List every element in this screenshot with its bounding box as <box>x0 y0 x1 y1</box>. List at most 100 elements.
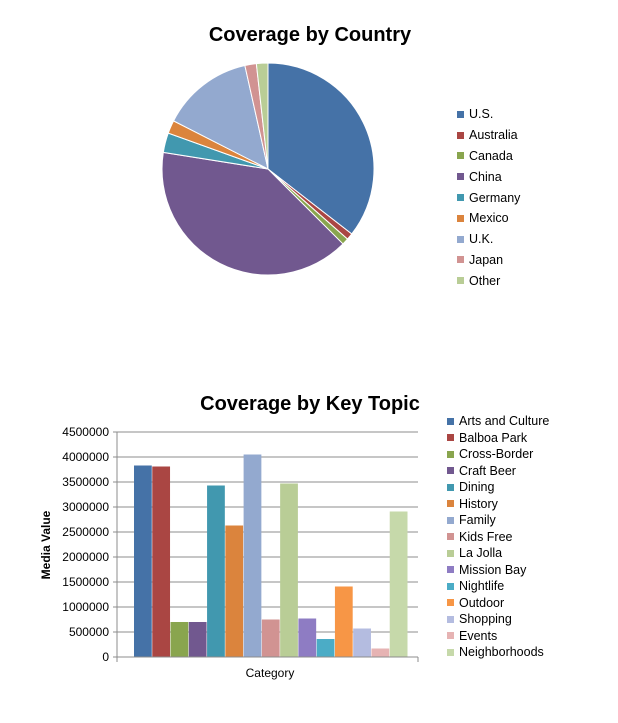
legend-label: History <box>459 496 498 511</box>
legend-swatch <box>447 632 454 640</box>
bar-mission-bay <box>298 618 317 657</box>
bar-family <box>243 454 262 657</box>
y-axis-title: Media Value <box>39 510 53 579</box>
bar-events <box>371 648 390 657</box>
legend-label: Nightlife <box>459 579 505 594</box>
bar-nightlife <box>316 639 335 657</box>
legend-swatch <box>457 277 464 285</box>
bar-legend-item: Arts and Culture <box>447 413 549 430</box>
bar-legend-item: Neighborhoods <box>447 644 549 661</box>
y-tick-label: 4500000 <box>62 425 109 439</box>
pie-legend-item: Japan <box>457 250 520 271</box>
bar-legend-item: Cross-Border <box>447 446 549 463</box>
bar-chart-title: Coverage by Key Topic <box>200 393 420 415</box>
legend-label: China <box>469 169 502 184</box>
legend-label: U.S. <box>469 107 494 122</box>
y-tick-label: 1000000 <box>62 600 109 614</box>
bar-legend-item: Outdoor <box>447 595 549 612</box>
bar-outdoor <box>334 586 353 657</box>
bar-legend-item: Mission Bay <box>447 562 549 579</box>
bar-legend-item: Craft Beer <box>447 463 549 480</box>
pie-slice-u-k <box>172 64 269 170</box>
legend-swatch <box>457 152 464 160</box>
pie-legend-item: Australia <box>457 125 520 146</box>
legend-swatch <box>447 648 454 656</box>
legend-swatch <box>447 434 454 442</box>
legend-swatch <box>457 194 464 202</box>
bar-cross-border <box>170 622 189 657</box>
bar-legend-item: Dining <box>447 479 549 496</box>
pie-legend-item: Mexico <box>457 208 520 229</box>
pie-legend-item: Canada <box>457 146 520 167</box>
legend-label: Australia <box>469 128 518 143</box>
pie-legend-item: U.K. <box>457 229 520 250</box>
bar-legend-item: Family <box>447 512 549 529</box>
bar-legend-item: La Jolla <box>447 545 549 562</box>
legend-label: Germany <box>469 190 521 205</box>
y-tick-label: 3500000 <box>62 475 109 489</box>
pie-legend-item: China <box>457 166 520 187</box>
pie-chart <box>161 62 375 276</box>
bar-legend-item: Balboa Park <box>447 430 549 447</box>
legend-label: Dining <box>459 480 495 495</box>
pie-slice-other <box>255 62 269 170</box>
bar-arts-and-culture <box>134 465 152 657</box>
legend-label: U.K. <box>469 232 494 247</box>
bar-legend-item: History <box>447 496 549 513</box>
y-tick-label: 500000 <box>69 625 109 639</box>
legend-swatch <box>447 533 454 541</box>
legend-label: Balboa Park <box>459 430 528 445</box>
bar-la-jolla <box>280 483 298 657</box>
legend-label: Shopping <box>459 612 512 627</box>
bar-chart: 0 500000 1000000 1500000 2000000 2500000 30000… <box>39 425 419 680</box>
legend-swatch <box>447 500 454 508</box>
y-tick-label: 4000000 <box>62 450 109 464</box>
y-tick-label: 2000000 <box>62 550 109 564</box>
pie-slice-china <box>161 151 344 276</box>
legend-label: Cross-Border <box>459 447 534 462</box>
legend-swatch <box>457 235 464 243</box>
x-axis-title: Category <box>246 666 295 680</box>
pie-chart-title: Coverage by Country <box>208 24 412 46</box>
y-tick-label: 0 <box>102 650 109 664</box>
legend-label: Japan <box>469 252 504 267</box>
legend-swatch <box>447 417 454 425</box>
legend-label: Mission Bay <box>459 562 527 577</box>
legend-label: La Jolla <box>459 546 503 561</box>
legend-swatch <box>457 256 464 264</box>
bar-axes: 0 500000 1000000 1500000 2000000 2500000 30000… <box>62 425 419 664</box>
legend-swatch <box>447 483 454 491</box>
pie-legend: U.S. Australia Canada China Germany Mexico U.K… <box>457 104 520 291</box>
bar-balboa-park <box>152 466 171 657</box>
bar-neighborhoods <box>389 511 408 657</box>
y-tick-label: 1500000 <box>62 575 109 589</box>
legend-swatch <box>447 582 454 590</box>
pie-legend-item: U.S. <box>457 104 520 125</box>
bar-legend-item: Nightlife <box>447 578 549 595</box>
y-tick-label: 3000000 <box>62 500 109 514</box>
bar-craft-beer <box>188 622 207 657</box>
y-tick-label: 2500000 <box>62 525 109 539</box>
legend-label: Family <box>459 513 496 528</box>
pie-slice-u-s <box>267 62 375 235</box>
legend-swatch <box>457 131 464 139</box>
legend-swatch <box>447 516 454 524</box>
legend-swatch <box>447 549 454 557</box>
legend-label: Mexico <box>469 211 509 226</box>
legend-swatch <box>457 173 464 181</box>
legend-label: Other <box>469 273 501 288</box>
bar-dining <box>207 485 225 657</box>
legend-swatch <box>447 566 454 574</box>
pie-legend-item: Germany <box>457 187 520 208</box>
bar-history <box>225 525 244 657</box>
bar-legend-item: Kids Free <box>447 529 549 546</box>
legend-label: Craft Beer <box>459 463 516 478</box>
legend-swatch <box>457 214 464 222</box>
bar-legend-item: Shopping <box>447 611 549 628</box>
legend-label: Arts and Culture <box>459 414 550 429</box>
bar-marks <box>134 454 408 657</box>
legend-swatch <box>447 615 454 623</box>
pie-legend-item: Other <box>457 270 520 291</box>
bar-shopping <box>353 628 371 657</box>
legend-label: Canada <box>469 148 513 163</box>
